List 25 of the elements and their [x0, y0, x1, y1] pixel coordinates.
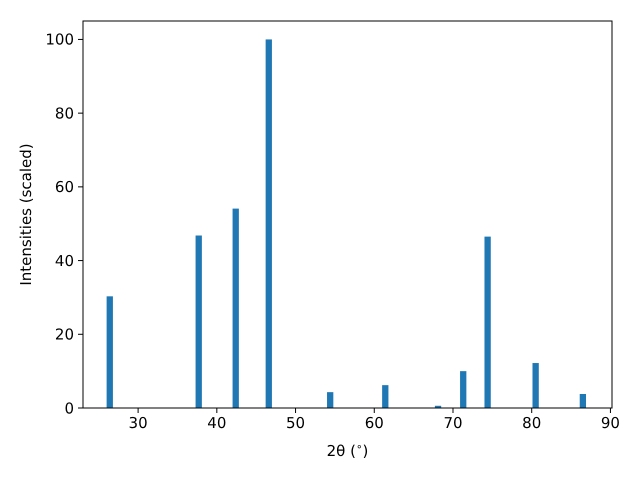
bar	[460, 371, 466, 408]
y-axis-title: Intensities (scaled)	[17, 143, 35, 286]
y-tick-label: 60	[54, 178, 74, 196]
bar	[327, 392, 334, 408]
bar	[580, 394, 586, 408]
x-tick-label: 40	[207, 414, 226, 432]
x-tick-label: 60	[364, 414, 384, 432]
bar	[532, 363, 539, 408]
y-tick-label: 40	[54, 252, 74, 270]
x-tick-label: 90	[600, 414, 620, 432]
x-tick-label: 80	[522, 414, 542, 432]
bar	[196, 236, 202, 408]
x-tick-label: 30	[128, 414, 148, 432]
bar	[484, 236, 491, 408]
bar	[266, 39, 272, 408]
y-tick-label: 20	[54, 326, 74, 344]
bar	[232, 208, 239, 408]
y-tick-label: 80	[54, 104, 74, 122]
bar	[106, 296, 113, 408]
y-tick-label: 0	[64, 399, 74, 418]
x-axis-title: 2θ ($^{∘}$)	[326, 441, 368, 460]
y-tick-label: 100	[45, 30, 74, 49]
x-tick-label: 70	[443, 414, 463, 432]
bar	[382, 385, 388, 408]
x-tick-label: 50	[286, 414, 306, 432]
